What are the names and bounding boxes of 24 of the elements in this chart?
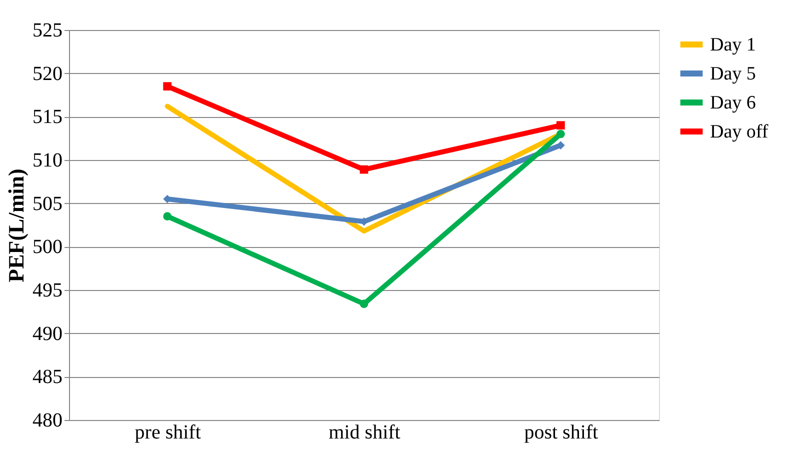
y-tick-label: 480 bbox=[32, 410, 62, 432]
point bbox=[163, 82, 172, 91]
legend-label: Day 1 bbox=[710, 34, 756, 56]
y-tick-label: 490 bbox=[32, 322, 62, 345]
y-tick-label: 485 bbox=[32, 366, 62, 388]
legend-label: Day 6 bbox=[710, 92, 756, 114]
legend-label: Day 5 bbox=[710, 64, 756, 84]
y-tick-label: 505 bbox=[32, 192, 62, 215]
point bbox=[360, 165, 368, 174]
y-tick-label: 525 bbox=[32, 20, 62, 42]
y-tick-label: 495 bbox=[32, 280, 62, 302]
y-axis-title: PEF(L/min) bbox=[4, 168, 28, 282]
legend-label: Day off bbox=[710, 122, 769, 142]
y-tick-label: 500 bbox=[32, 236, 62, 258]
x-tick-label: pre shift bbox=[134, 422, 202, 444]
x-tick-label: post shift bbox=[524, 422, 599, 444]
y-tick-label: 515 bbox=[32, 106, 62, 128]
y-tick-label: 510 bbox=[32, 150, 62, 172]
point bbox=[556, 130, 565, 138]
point bbox=[163, 212, 172, 221]
point bbox=[556, 121, 565, 130]
point bbox=[360, 300, 368, 308]
x-tick-label: mid shift bbox=[328, 422, 401, 444]
y-tick-label: 520 bbox=[32, 62, 62, 85]
